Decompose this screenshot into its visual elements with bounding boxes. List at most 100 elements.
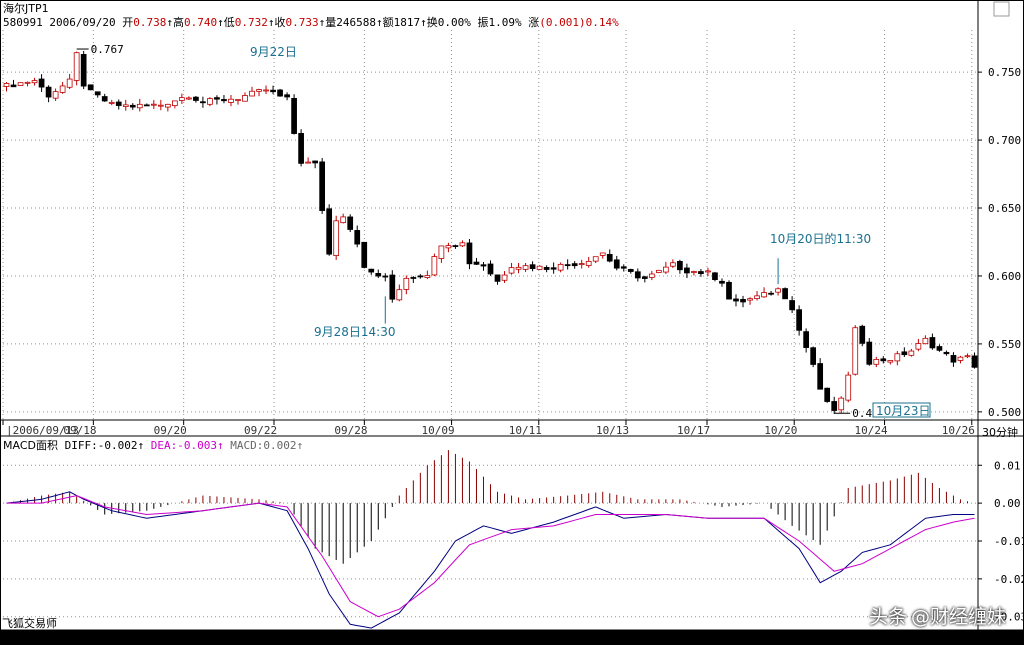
y-tick-label: 0.500 bbox=[988, 406, 1021, 419]
status-bar bbox=[0, 630, 1024, 645]
candle-body bbox=[445, 245, 452, 249]
scroll-button bbox=[993, 1, 1010, 17]
candle-body bbox=[501, 274, 508, 281]
dea-label: DEA: bbox=[150, 439, 178, 452]
candle-body bbox=[179, 97, 185, 101]
macd-value: 0.002 bbox=[263, 439, 297, 452]
candle-body bbox=[810, 347, 817, 365]
candle-body bbox=[950, 355, 957, 363]
x-tick-label: 09/18 bbox=[63, 424, 96, 437]
chart-title: 海尔JTP1 bbox=[3, 2, 49, 15]
candle-body bbox=[571, 263, 578, 267]
candle-body bbox=[382, 275, 389, 278]
x-tick-label: 10/24 bbox=[855, 424, 888, 437]
candle-body bbox=[263, 89, 269, 92]
candle-body bbox=[24, 81, 31, 84]
y-tick-label: 0.00 bbox=[994, 497, 1021, 510]
candle-body bbox=[845, 374, 852, 401]
candle-body bbox=[66, 78, 73, 88]
candle-body bbox=[242, 95, 248, 102]
candle-body bbox=[929, 337, 936, 349]
candle-body bbox=[789, 300, 795, 311]
amplitude-value: 1.09% bbox=[488, 16, 522, 29]
x-tick-label: |2006/09/13 bbox=[6, 424, 79, 437]
turnover-label: 换 bbox=[426, 16, 438, 29]
turnover-value: 0.00% bbox=[437, 16, 471, 29]
macd-panel-frame bbox=[0, 435, 1024, 631]
change-value: (0.001)0.14% bbox=[539, 16, 619, 29]
candle-body bbox=[775, 288, 781, 293]
candle-body bbox=[52, 91, 59, 99]
candle-body bbox=[480, 264, 487, 267]
candle-body bbox=[73, 52, 80, 81]
macd-header: MACD面积 DIFF:-0.002↑ DEA:-0.003↑ MACD:0.0… bbox=[3, 437, 303, 453]
up-arrow-icon: ↑ bbox=[166, 16, 173, 29]
candle-body bbox=[922, 337, 929, 345]
period-label: 30分钟 bbox=[982, 426, 1018, 439]
high-marker-label: 0.767 bbox=[91, 43, 124, 56]
candle-body bbox=[326, 208, 333, 255]
candle-body bbox=[634, 271, 641, 279]
dea-value: -0.003 bbox=[177, 439, 217, 452]
annotation-sep28: 9月28日14:30 bbox=[314, 325, 396, 339]
candle-body bbox=[698, 271, 704, 275]
candle-body bbox=[712, 272, 718, 281]
x-tick-label: 09/28 bbox=[334, 424, 367, 437]
candle-body bbox=[606, 253, 613, 262]
candle-body bbox=[747, 298, 753, 301]
candle-body bbox=[277, 89, 283, 97]
up-arrow-icon: ↑ bbox=[217, 16, 224, 29]
candle-body bbox=[94, 91, 101, 96]
candle-body bbox=[122, 104, 129, 108]
candle-body bbox=[80, 54, 87, 87]
y-tick-label: 0.750 bbox=[988, 66, 1021, 79]
y-tick-label: 0.650 bbox=[988, 202, 1021, 215]
annotation-sep22: 9月22日 bbox=[250, 45, 297, 59]
candle-body bbox=[375, 273, 382, 277]
candle-body bbox=[459, 242, 466, 247]
amplitude-label: 振 bbox=[477, 16, 489, 29]
candle-body bbox=[228, 98, 234, 103]
candle-body bbox=[508, 267, 515, 274]
candle-body bbox=[312, 160, 318, 164]
candle-body bbox=[852, 327, 859, 375]
candle-body bbox=[943, 351, 950, 355]
candle-body bbox=[452, 245, 459, 247]
candle-body bbox=[733, 298, 739, 302]
candle-body bbox=[740, 298, 746, 303]
candle-body bbox=[585, 261, 592, 266]
y-tick-label: -0.03 bbox=[994, 611, 1024, 624]
macd-histogram bbox=[13, 450, 968, 564]
candle-body bbox=[214, 97, 220, 100]
watermark-prefix: 头条 bbox=[868, 606, 907, 628]
quote-line: 580991 2006/09/20 开0.738↑高0.740↑低0.732↑收… bbox=[3, 14, 619, 30]
candle-body bbox=[150, 103, 157, 106]
up-arrow-icon: ↑ bbox=[137, 439, 145, 452]
candle-body bbox=[207, 98, 213, 105]
candle-body bbox=[31, 80, 38, 84]
diff-value: -0.002 bbox=[97, 439, 138, 452]
candle-body bbox=[691, 271, 697, 273]
candle-body bbox=[648, 273, 655, 278]
candle-body bbox=[754, 295, 760, 299]
candle-body bbox=[873, 359, 880, 365]
candle-body bbox=[796, 309, 802, 331]
dif-line bbox=[6, 491, 975, 629]
candle-body bbox=[578, 263, 585, 265]
candle-body bbox=[87, 84, 94, 91]
candle-body bbox=[564, 264, 571, 267]
candle-body bbox=[59, 85, 66, 93]
candle-body bbox=[235, 99, 241, 101]
low-label: 低 bbox=[223, 16, 235, 29]
candle-body bbox=[108, 102, 115, 104]
candle-body bbox=[424, 275, 431, 278]
candle-body bbox=[143, 104, 150, 107]
candle-body bbox=[670, 262, 676, 267]
annotations: 0.7670.4999月22日9月28日14:3010月20日的11:3010月… bbox=[76, 43, 931, 420]
annotation-box bbox=[872, 402, 931, 418]
candle-body bbox=[403, 277, 410, 290]
y-tick-label: -0.02 bbox=[994, 573, 1024, 586]
candle-body bbox=[487, 263, 494, 275]
up-arrow-icon: ↑ bbox=[296, 439, 304, 452]
x-tick-label: 10/17 bbox=[677, 424, 710, 437]
